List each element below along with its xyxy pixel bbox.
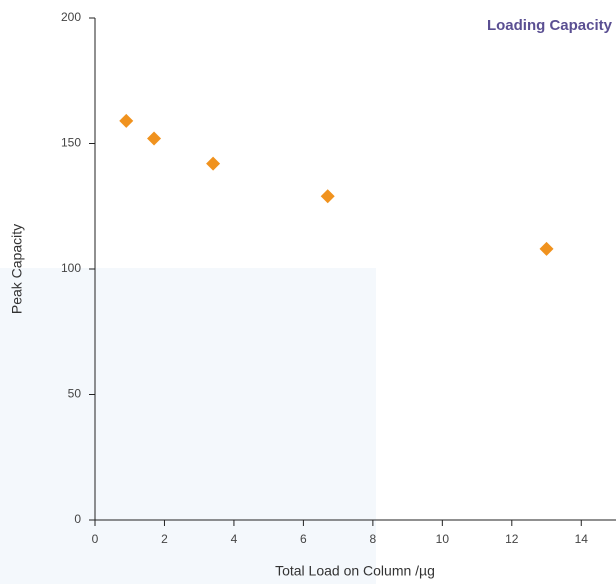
x-tick-label: 10 xyxy=(436,532,450,546)
x-axis-label: Total Load on Column /µg xyxy=(275,563,435,579)
x-tick-label: 4 xyxy=(231,532,238,546)
point xyxy=(539,241,554,256)
chart-title: Loading Capacity xyxy=(487,17,613,34)
x-tick-label: 2 xyxy=(161,532,168,546)
point xyxy=(119,113,134,128)
point xyxy=(320,189,335,204)
y-tick-label: 150 xyxy=(61,136,81,150)
y-tick-label: 50 xyxy=(68,387,82,401)
y-tick-label: 0 xyxy=(74,512,81,526)
x-tick-label: 0 xyxy=(92,532,99,546)
x-tick-label: 14 xyxy=(575,532,589,546)
point xyxy=(206,156,221,171)
x-tick-label: 6 xyxy=(300,532,307,546)
y-tick-label: 200 xyxy=(61,10,81,24)
x-tick-label: 12 xyxy=(505,532,519,546)
background-panel xyxy=(0,268,376,584)
point xyxy=(147,131,162,146)
y-tick-label: 100 xyxy=(61,261,81,275)
y-axis-label: Peak Capacity xyxy=(9,224,25,314)
x-tick-label: 8 xyxy=(370,532,377,546)
